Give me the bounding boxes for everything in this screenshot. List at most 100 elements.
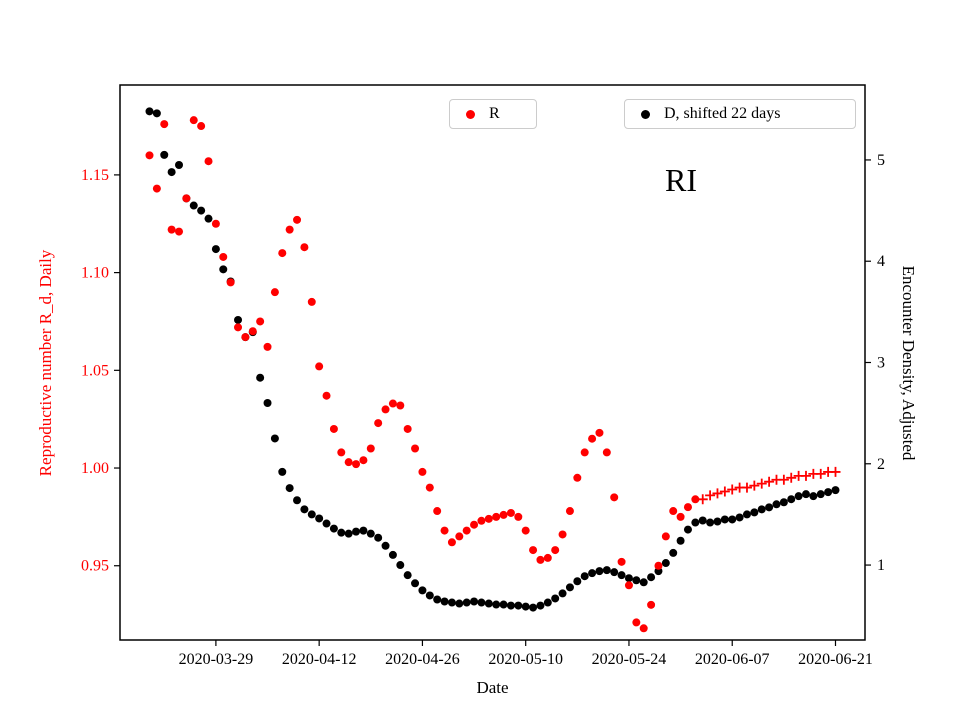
data-point-r [433, 507, 442, 516]
series-d-points [145, 107, 840, 612]
data-point-r [248, 327, 257, 336]
data-point-r [234, 323, 243, 332]
data-point-d [219, 265, 228, 274]
data-point-d [344, 529, 353, 538]
data-point-d [352, 527, 361, 536]
data-point-d [278, 467, 287, 476]
data-point-d [728, 515, 737, 524]
legend-r-marker-icon [466, 109, 475, 119]
data-point-d [455, 599, 464, 608]
data-point-d [698, 516, 707, 525]
data-point-r [278, 249, 287, 258]
data-point-d [824, 488, 833, 497]
data-point-r [536, 555, 545, 564]
data-point-r [381, 405, 390, 414]
data-point-d [831, 486, 840, 495]
data-point-r [300, 243, 309, 252]
data-point-d [300, 505, 309, 514]
data-point-d [610, 568, 619, 577]
data-point-d [234, 315, 243, 324]
data-point-r [374, 419, 383, 428]
data-point-r [624, 581, 633, 590]
data-point-r [197, 122, 206, 131]
data-point-r [514, 512, 523, 521]
forecast-plus-marker [830, 466, 841, 477]
data-point-r [588, 434, 597, 443]
data-point-d [580, 572, 589, 581]
data-point-d [683, 525, 692, 534]
data-point-d [197, 206, 206, 215]
x-tick-label: 2020-06-07 [695, 651, 770, 668]
data-point-r [492, 512, 501, 521]
data-point-r [160, 120, 169, 129]
data-point-d [765, 503, 774, 512]
forecast-plus-marker [697, 494, 708, 505]
forecast-plus-marker [756, 478, 767, 489]
data-point-d [499, 600, 508, 609]
data-point-d [588, 569, 597, 578]
data-point-d [602, 566, 611, 575]
data-point-r [403, 424, 412, 433]
data-point-d [787, 495, 796, 504]
data-point-d [293, 496, 302, 505]
data-point-r [307, 297, 316, 306]
forecast-plus-marker [800, 470, 811, 481]
data-point-r [175, 227, 184, 236]
data-point-d [403, 571, 412, 580]
data-point-d [529, 603, 538, 612]
x-tick-label: 2020-06-21 [798, 651, 873, 668]
y-right-tick-label: 4 [877, 253, 885, 270]
data-point-d [411, 579, 420, 588]
data-point-r [447, 538, 456, 547]
forecast-plus-marker [719, 486, 730, 497]
data-point-r [152, 184, 161, 193]
data-point-r [484, 514, 493, 523]
x-tick-label: 2020-04-12 [282, 651, 357, 668]
data-point-r [647, 600, 656, 609]
legend-d: D, shifted 22 days [624, 99, 856, 129]
x-tick-label: 2020-04-26 [385, 651, 460, 668]
data-point-r [639, 624, 648, 633]
data-point-d [211, 245, 220, 254]
data-point-d [470, 597, 479, 606]
data-point-d [285, 484, 294, 493]
data-point-r [683, 503, 692, 512]
data-point-r [337, 448, 346, 457]
data-point-r [329, 424, 338, 433]
data-point-r [565, 507, 574, 516]
data-point-r [145, 151, 154, 160]
forecast-plus-marker [705, 490, 716, 501]
series-r-forecast-points [697, 466, 841, 505]
data-point-r [189, 116, 198, 125]
forecast-plus-marker [712, 488, 723, 499]
data-point-d [661, 559, 670, 568]
data-point-d [779, 498, 788, 507]
data-point-r [388, 399, 397, 408]
data-point-r [595, 428, 604, 437]
data-point-r [573, 473, 582, 482]
data-point-r [285, 225, 294, 234]
data-point-d [440, 597, 449, 606]
data-point-d [447, 598, 456, 607]
data-point-d [484, 599, 493, 608]
data-point-d [175, 161, 184, 170]
data-point-d [307, 510, 316, 519]
data-point-r [632, 618, 641, 627]
y-left-tick-label: 1.10 [81, 265, 109, 282]
x-tick-label: 2020-05-10 [488, 651, 563, 668]
forecast-plus-marker [786, 472, 797, 483]
data-point-r [529, 546, 538, 555]
data-point-d [425, 591, 434, 600]
data-point-d [691, 518, 700, 527]
forecast-plus-marker [778, 474, 789, 485]
data-point-d [270, 434, 279, 443]
data-point-r [543, 553, 552, 562]
data-point-d [647, 573, 656, 582]
data-point-d [388, 550, 397, 559]
data-point-r [211, 219, 220, 228]
data-point-d [521, 602, 530, 611]
y-left-tick-label: 1.05 [81, 362, 109, 379]
data-point-d [506, 601, 515, 610]
x-tick-label: 2020-05-24 [592, 651, 667, 668]
